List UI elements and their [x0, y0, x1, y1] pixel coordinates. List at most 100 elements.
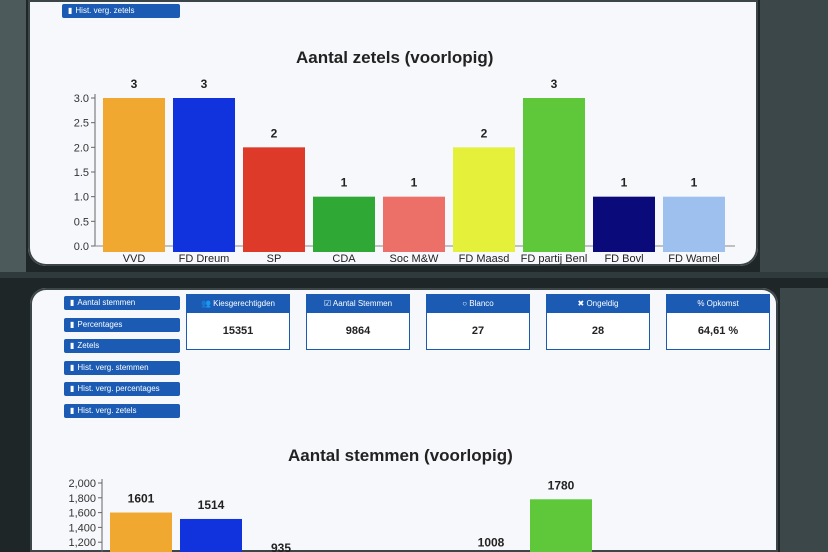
stat-card-kiesgerechtigden: 👥 Kiesgerechtigden 15351 [186, 294, 290, 350]
stat-card-header: 👥 Kiesgerechtigden [187, 295, 289, 313]
percent-icon: % [697, 299, 707, 308]
bar-chart-icon: ▮ [70, 362, 75, 372]
data-label: 1 [621, 176, 628, 190]
stat-card-header: % Opkomst [667, 295, 769, 313]
data-label: 3 [551, 77, 558, 91]
stat-card-header: ☑ Aantal Stemmen [307, 295, 409, 313]
stat-value: 15351 [222, 325, 254, 337]
data-label: 1 [341, 176, 348, 190]
data-label: 1 [411, 176, 418, 190]
bar [523, 98, 585, 252]
menu-item-label: Percentages [77, 319, 123, 329]
bar [313, 196, 375, 252]
bar [530, 499, 592, 552]
stemmen-bar-chart: 1,200 1,400 1,600 1,800 2,000 1601 1514 935 1008… [68, 478, 592, 552]
bar [243, 147, 305, 252]
y-tick-label: 2.0 [74, 142, 89, 154]
stat-card-opkomst: % Opkomst 64,61 % [666, 294, 770, 350]
bar-chart-icon: ▮ [68, 6, 73, 15]
users-icon: 👥 [200, 299, 214, 308]
right-edge [760, 0, 828, 272]
stat-label: Opkomst [706, 299, 739, 308]
bar [180, 518, 242, 552]
x-tick-label: FD Bovl [604, 253, 643, 265]
y-tick-label: 3.0 [74, 93, 89, 105]
stat-card-ongeldig: ✖ Ongeldig 28 [546, 294, 650, 350]
bar [383, 196, 445, 252]
stat-card-header: ✖ Ongeldig [547, 295, 649, 313]
stat-value: 9864 [345, 325, 371, 337]
bar-chart-icon: ▮ [70, 319, 75, 329]
data-label: 1780 [548, 478, 575, 492]
bar [663, 196, 725, 252]
bar-chart-icon: ▮ [70, 405, 75, 415]
data-label: 1008 [478, 535, 505, 549]
bar [103, 98, 165, 252]
circle-icon: ○ [462, 299, 470, 308]
chart-title-zetels: Aantal zetels (voorlopig) [296, 48, 494, 67]
x-tick-label: Soc M&W [390, 253, 440, 265]
menu-item-label: Zetels [77, 341, 100, 350]
data-label: 3 [201, 77, 208, 91]
menu-item-hist-verg-zetels[interactable]: ▮ Hist. verg. zetels [64, 403, 180, 418]
x-tick-label: FD Maasd [459, 253, 510, 265]
menu-item-hist-verg-percentages[interactable]: ▮ Hist. verg. percentages [64, 382, 180, 396]
zetels-bar-chart: 0.0 0.5 1.0 1.5 2.0 2.5 3.0 3 VVD 3 FD Dreum 2 SP 1 CD… [74, 77, 735, 265]
data-label: 1601 [128, 492, 155, 506]
menu-item-label: Hist. verg. zetels [77, 405, 137, 415]
y-tick-label: 1.0 [74, 192, 89, 204]
stat-value: 28 [591, 325, 605, 337]
x-tick-label: CDA [332, 253, 356, 265]
y-tick-label: 1,400 [68, 522, 96, 534]
hist-verg-zetels-button[interactable]: ▮ Hist. verg. zetels [62, 4, 180, 18]
stat-label: Ongeldig [586, 299, 619, 308]
y-tick-label: 0.0 [74, 241, 89, 253]
data-label: 1514 [198, 498, 225, 512]
y-tick-label: 1.5 [74, 167, 89, 179]
chart-title-stemmen: Aantal stemmen (voorlopig) [288, 446, 513, 465]
stat-label: Kiesgerechtigden [213, 299, 275, 308]
stat-card-blanco: ○ Blanco 27 [426, 294, 530, 350]
menu-item-label: Hist. verg. stemmen [77, 362, 149, 372]
top-screen: ▮ Hist. verg. zetels Aantal zetels (voorl… [28, 0, 758, 266]
checkbox-icon: ☑ [323, 299, 333, 308]
x-tick-label: VVD [123, 253, 146, 265]
y-tick-label: 2.5 [74, 118, 89, 130]
menu-item-hist-verg-stemmen[interactable]: ▮ Hist. verg. stemmen [64, 360, 180, 375]
menu-item-label: Hist. verg. percentages [77, 384, 160, 393]
data-label: 1 [691, 176, 698, 190]
x-tick-label: FD Wamel [668, 253, 720, 265]
left-edge [0, 0, 26, 272]
y-tick-label: 1,200 [68, 537, 96, 549]
stat-label: Aantal Stemmen [332, 299, 393, 308]
stat-value: 64,61 % [697, 325, 739, 337]
menu-item-zetels[interactable]: ▮ Zetels [64, 339, 180, 353]
bar [110, 512, 172, 552]
data-label: 2 [271, 126, 278, 140]
bar-chart-icon: ▮ [70, 298, 75, 307]
data-label: 935 [271, 541, 291, 552]
x-icon: ✖ [577, 299, 587, 308]
y-tick-label: 1,800 [68, 493, 96, 505]
data-label: 2 [481, 126, 488, 140]
y-tick-label: 2,000 [68, 478, 96, 490]
stat-card-header: ○ Blanco [427, 295, 529, 313]
menu-item-aantal-stemmen[interactable]: ▮ Aantal stemmen [64, 296, 180, 310]
y-tick-label: 1,600 [68, 508, 96, 520]
x-tick-label: FD partij Benl [521, 253, 588, 265]
stat-value: 27 [471, 325, 485, 337]
stat-card-aantal-stemmen: ☑ Aantal Stemmen 9864 [306, 294, 410, 350]
menu-item-label: Aantal stemmen [77, 298, 136, 307]
stat-label: Blanco [469, 299, 494, 308]
y-tick-label: 0.5 [74, 216, 89, 228]
bar-chart-icon: ▮ [70, 384, 75, 393]
bottom-screen: ▮ Aantal stemmen ▮ Percentages ▮ Zetels ▮ Hist.… [30, 288, 778, 552]
bar [453, 147, 515, 252]
x-tick-label: SP [267, 253, 282, 265]
right-edge-bottom [780, 288, 828, 552]
bar-chart-icon: ▮ [70, 341, 75, 350]
bar [593, 196, 655, 252]
menu-item-percentages[interactable]: ▮ Percentages [64, 317, 180, 332]
x-tick-label: FD Dreum [179, 253, 230, 265]
bar [173, 98, 235, 252]
